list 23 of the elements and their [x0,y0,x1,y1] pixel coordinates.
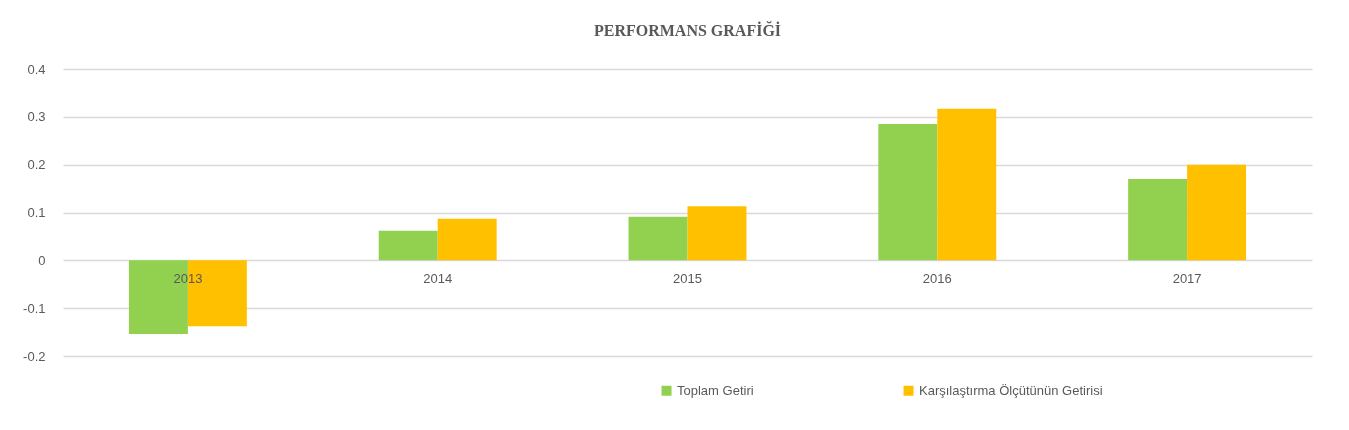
bar [378,230,438,261]
y-tick-label: 0.4 [27,61,46,77]
legend-label: Toplam Getiri [677,382,754,398]
y-tick-label: 0 [38,252,46,268]
chart-title: PERFORMANS GRAFİĞİ [593,21,782,39]
y-tick-label: -0.1 [23,300,46,316]
bar [1128,179,1188,261]
y-tick-label: 0.2 [27,157,46,173]
y-tick-label: 0.1 [27,205,46,220]
x-tick-label: 2015 [673,270,702,286]
x-tick-label: 2016 [922,270,952,286]
y-tick-label: -0.2 [23,348,46,364]
bar [878,124,938,261]
x-tick-label: 2017 [1172,270,1202,286]
bar [937,108,997,261]
x-tick-label: 2013 [173,270,203,286]
legend-label: Karşılaştırma Ölçütünün Getirisi [919,382,1103,398]
bar [628,216,688,261]
y-tick-label: 0.3 [27,109,46,125]
x-tick-label: 2014 [423,270,453,286]
bar [437,218,497,261]
bar [1187,164,1247,261]
bar [687,206,747,261]
